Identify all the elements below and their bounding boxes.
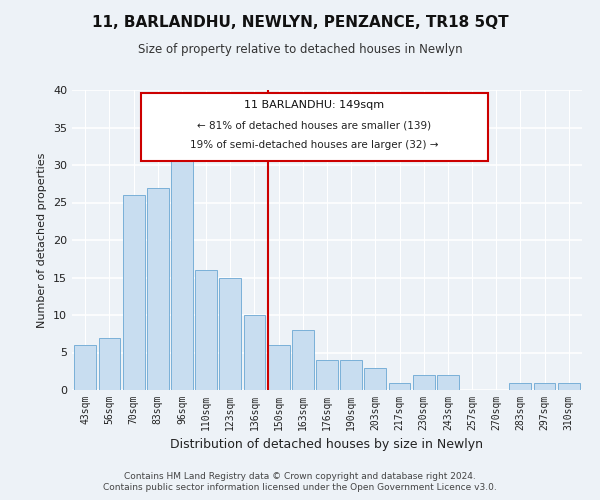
Text: 19% of semi-detached houses are larger (32) →: 19% of semi-detached houses are larger (… (190, 140, 439, 149)
Text: Contains HM Land Registry data © Crown copyright and database right 2024.: Contains HM Land Registry data © Crown c… (124, 472, 476, 481)
Bar (220, 278, 241, 390)
X-axis label: Distribution of detached houses by size in Newlyn: Distribution of detached houses by size … (170, 438, 484, 452)
Bar (195, 270, 217, 390)
Bar (123, 195, 145, 390)
Bar (316, 360, 338, 390)
Bar (364, 368, 386, 390)
Bar (413, 375, 434, 390)
Bar (147, 188, 169, 390)
Bar (558, 382, 580, 390)
Bar (98, 338, 121, 390)
Y-axis label: Number of detached properties: Number of detached properties (37, 152, 47, 328)
Text: Size of property relative to detached houses in Newlyn: Size of property relative to detached ho… (137, 42, 463, 56)
FancyBboxPatch shape (141, 93, 488, 160)
Bar (74, 345, 96, 390)
Text: 11, BARLANDHU, NEWLYN, PENZANCE, TR18 5QT: 11, BARLANDHU, NEWLYN, PENZANCE, TR18 5Q… (92, 15, 508, 30)
Text: Contains public sector information licensed under the Open Government Licence v3: Contains public sector information licen… (103, 484, 497, 492)
Text: ← 81% of detached houses are smaller (139): ← 81% of detached houses are smaller (13… (197, 120, 431, 130)
Bar (292, 330, 314, 390)
Text: 11 BARLANDHU: 149sqm: 11 BARLANDHU: 149sqm (244, 100, 385, 110)
Bar (244, 315, 265, 390)
Bar (389, 382, 410, 390)
Bar (509, 382, 531, 390)
Bar (268, 345, 290, 390)
Bar (171, 142, 193, 390)
Bar (340, 360, 362, 390)
Bar (437, 375, 459, 390)
Bar (533, 382, 556, 390)
